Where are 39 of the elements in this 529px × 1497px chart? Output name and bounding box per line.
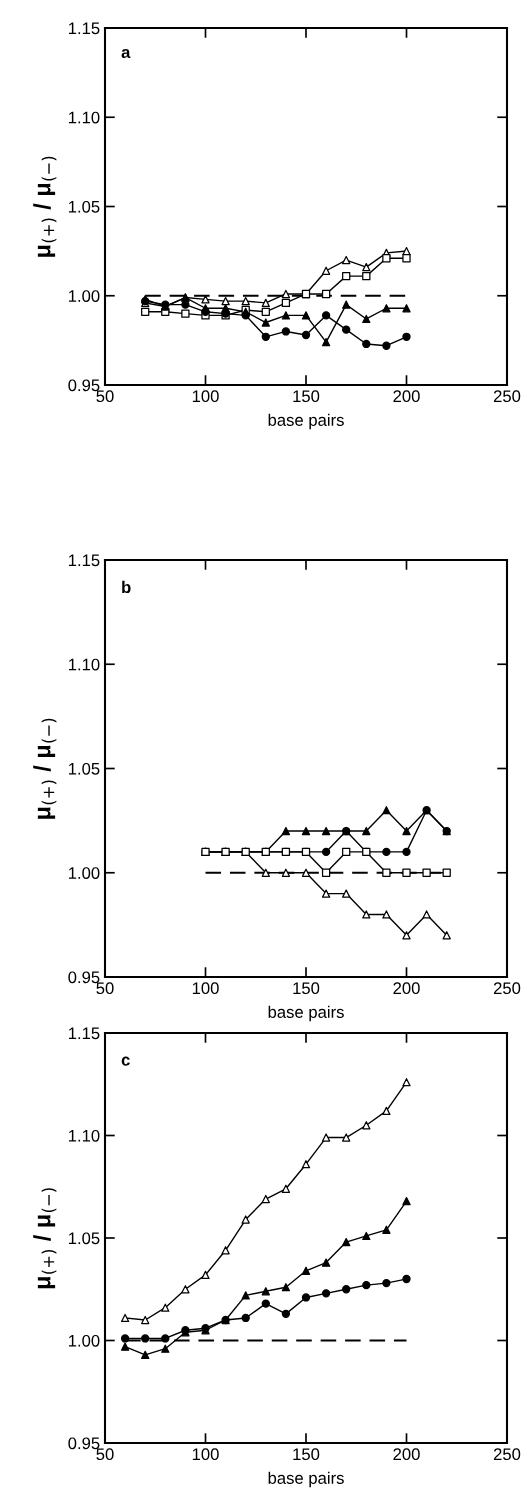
- y-tick-label: 0.95: [68, 379, 100, 392]
- x-tick-label: 150: [293, 982, 320, 995]
- x-tick-label: 50: [96, 982, 114, 995]
- y-tick-label: 1.05: [68, 1232, 100, 1245]
- y-tick-label: 1.00: [68, 290, 100, 302]
- x-axis-title: base pairs: [268, 1005, 344, 1022]
- y-tick-label: 1.10: [68, 1129, 100, 1142]
- y-tick-label: 1.15: [68, 1027, 100, 1040]
- x-tick-label: 150: [293, 1448, 320, 1461]
- annotation: b: [122, 580, 131, 594]
- y-tick-label: 1.10: [68, 111, 100, 124]
- x-tick-label: 100: [192, 982, 219, 995]
- y-tick-label: 1.00: [68, 1334, 100, 1347]
- x-tick-label: 50: [96, 390, 114, 403]
- y-axis-title: μ$_{(+)}$ / μ$_{(−)}$: [33, 718, 57, 819]
- x-tick-label: 50: [96, 1448, 114, 1461]
- y-tick-label: 1.10: [68, 658, 100, 671]
- y-tick-label: 1.00: [68, 867, 100, 879]
- x-tick-label: 200: [393, 1448, 420, 1461]
- y-axis-title: μ$_{(+)}$ / μ$_{(−)}$: [33, 1188, 57, 1289]
- y-axis-title: μ$_{(+)}$ / μ$_{(−)}$: [33, 156, 57, 257]
- x-tick-label: 250: [493, 982, 521, 995]
- y-tick-label: 1.05: [68, 762, 100, 775]
- x-tick-label: 150: [293, 390, 320, 403]
- x-tick-label: 100: [192, 1448, 219, 1461]
- x-tick-label: 200: [393, 982, 420, 995]
- x-tick-label: 100: [192, 390, 219, 403]
- y-tick-label: 1.15: [68, 22, 100, 35]
- y-tick-label: 1.15: [68, 554, 100, 567]
- x-axis-title: base pairs: [268, 1471, 344, 1488]
- annotation: c: [121, 1056, 130, 1066]
- x-tick-label: 250: [493, 390, 521, 403]
- annotation: a: [121, 48, 131, 59]
- x-tick-label: 200: [393, 390, 420, 403]
- y-tick-label: 1.05: [68, 200, 100, 213]
- x-tick-label: 250: [493, 1448, 521, 1461]
- y-tick-label: 0.95: [68, 971, 100, 984]
- y-tick-label: 0.95: [68, 1437, 100, 1450]
- x-axis-title: base pairs: [268, 413, 344, 430]
